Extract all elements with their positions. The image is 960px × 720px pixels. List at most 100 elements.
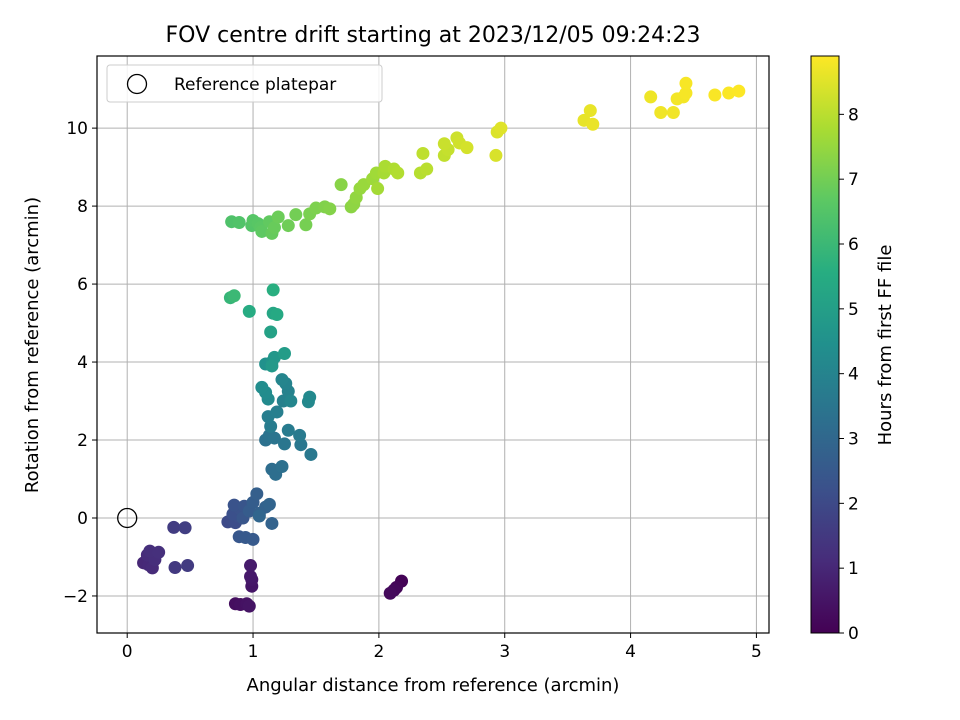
legend-reference-marker [126,73,148,95]
data-point [152,545,166,559]
data-point [262,497,276,511]
data-point [270,405,284,419]
data-point [246,532,260,546]
data-point [391,166,405,180]
data-point [304,447,318,461]
data-point [270,307,284,321]
x-tick-label: 1 [248,642,259,662]
data-point [460,141,474,155]
y-tick-label: 4 [77,353,88,373]
y-tick-label: 10 [66,119,88,139]
x-tick-label: 3 [499,642,510,662]
y-axis-label: Rotation from reference (arcmin) [22,197,43,493]
data-point [271,210,285,224]
x-axis-ticks: 0 1 2 3 4 5 [122,633,762,662]
data-point [264,419,278,433]
data-point [168,561,182,575]
colorbar-tick-label: 3 [848,430,859,450]
data-point [267,431,281,445]
data-point [252,509,266,523]
data-point [281,423,295,437]
data-point [242,599,256,613]
colorbar-tick-label: 7 [848,170,859,190]
data-point [416,146,430,160]
data-point [255,224,269,238]
data-point [583,104,597,118]
x-tick-label: 0 [122,642,133,662]
reference-marker-group [117,507,138,529]
data-point [266,283,280,297]
data-point [278,346,292,360]
data-point [303,390,317,404]
colorbar-label: Hours from first FF file [875,245,896,446]
x-axis-label: Angular distance from reference (arcmin) [247,675,620,696]
grid-lines [97,56,769,633]
data-point [278,437,292,451]
y-tick-label: 6 [77,275,88,295]
data-point [654,106,668,120]
data-point [281,219,295,233]
data-point [244,559,258,573]
data-point [489,148,503,162]
data-point [732,84,746,98]
data-point [494,121,508,135]
colorbar-tick-label: 6 [848,235,859,255]
data-point [232,215,246,229]
chart-title: FOV centre drift starting at 2023/12/05 … [166,23,701,48]
data-point [383,586,397,600]
data-point [167,520,181,534]
data-point [181,559,195,573]
data-point [244,569,258,583]
y-tick-label: −2 [63,587,88,607]
colorbar-tick-label: 4 [848,365,859,385]
data-point [323,202,337,216]
data-point [293,428,307,442]
data-point [255,380,269,394]
data-point [275,460,289,474]
y-tick-label: 2 [77,431,88,451]
data-point [178,521,192,535]
data-point [242,304,256,318]
data-point [679,86,693,100]
data-point [371,182,385,196]
x-tick-label: 4 [625,642,636,662]
data-point [679,76,693,90]
data-point [227,289,241,303]
colorbar: 0 1 2 3 4 5 6 7 8 Hours from first FF file [810,55,896,644]
colorbar-tick-label: 8 [848,105,859,125]
colorbar-ticks: 0 1 2 3 4 5 6 7 8 [839,105,859,644]
legend-box [106,64,383,103]
y-tick-label: 8 [77,197,88,217]
data-point [227,498,241,512]
data-point [334,178,348,192]
y-axis-ticks: −2 0 2 4 6 8 10 [63,119,97,607]
data-point [250,487,264,501]
data-point [275,373,289,387]
data-point [644,90,658,104]
data-point [289,208,303,222]
data-point [437,137,451,151]
colorbar-gradient [810,55,840,634]
data-point [265,516,279,530]
data-point [264,325,278,339]
reference-point-marker [117,507,138,529]
legend: Reference platepar [106,64,383,103]
data-point [586,117,600,131]
colorbar-tick-label: 5 [848,300,859,320]
data-point [722,86,736,100]
colorbar-tick-label: 2 [848,494,859,514]
data-point [708,88,722,102]
legend-label-reference: Reference platepar [174,75,336,95]
plot-frame [96,55,770,634]
colorbar-tick-label: 0 [848,624,859,644]
colorbar-tick-label: 1 [848,559,859,579]
y-tick-label: 0 [77,509,88,529]
data-point [420,162,434,176]
data-point [265,359,279,373]
x-tick-label: 2 [373,642,384,662]
x-tick-label: 5 [751,642,762,662]
data-point [666,106,680,120]
data-point [299,218,313,232]
data-point [284,394,298,408]
